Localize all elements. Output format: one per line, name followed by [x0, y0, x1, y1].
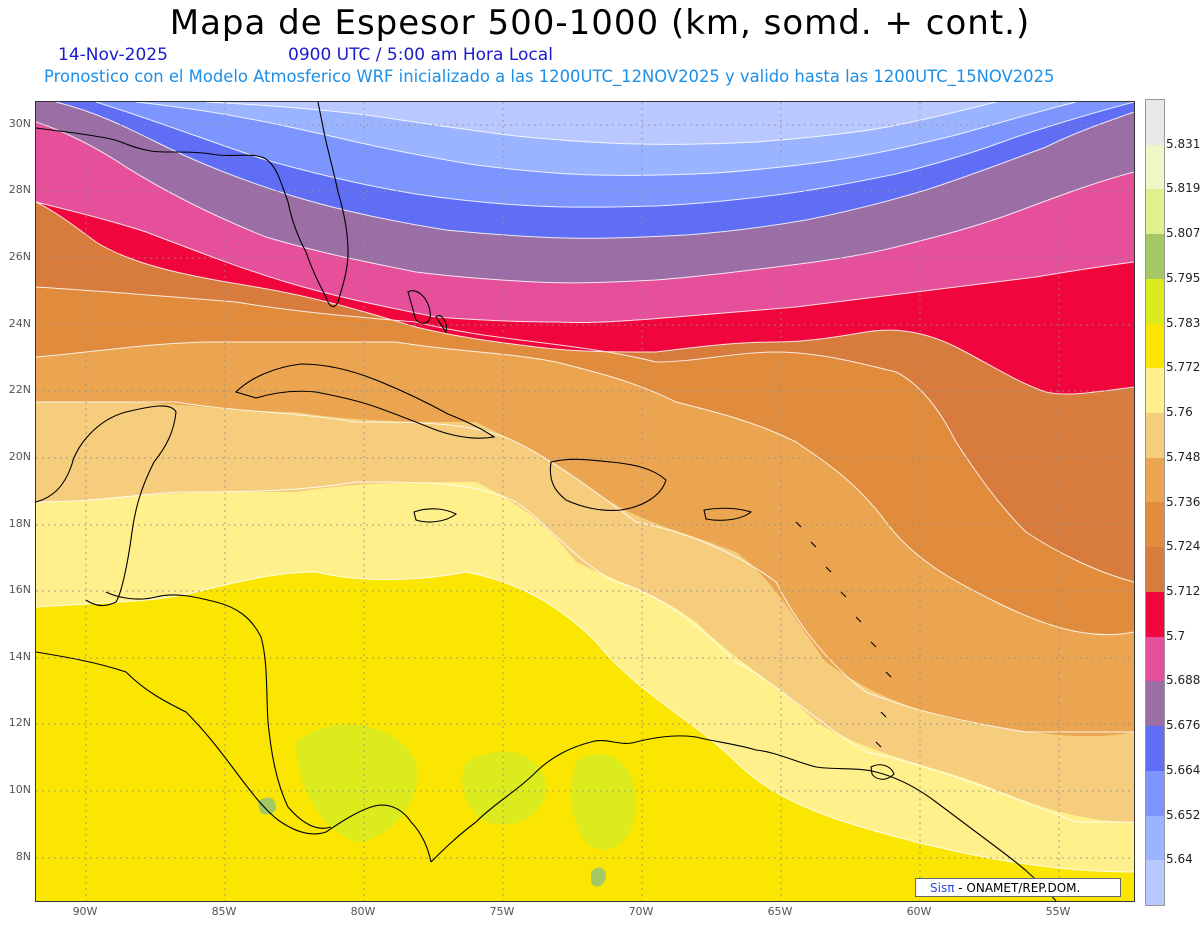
color-scale-label: 5.772 — [1166, 360, 1200, 375]
lat-label: 14N — [8, 650, 31, 663]
color-scale-label: 5.688 — [1166, 673, 1200, 688]
forecast-date: 14-Nov-2025 — [58, 45, 168, 65]
color-scale-segment — [1146, 860, 1164, 905]
coast-caribbean-cam — [105, 591, 332, 829]
coast-bahamas-2 — [435, 315, 447, 334]
lon-label: 70W — [628, 905, 654, 918]
color-scale-segment — [1146, 815, 1164, 861]
lon-label: 65W — [767, 905, 793, 918]
coast-central-america — [36, 651, 432, 863]
lon-label: 55W — [1045, 905, 1071, 918]
lon-label: 90W — [72, 905, 98, 918]
coast-jamaica — [413, 508, 458, 523]
contour-lines — [36, 102, 1134, 873]
color-scale-label: 5.736 — [1166, 494, 1200, 509]
coast-lesser-antilles — [795, 521, 892, 748]
color-scale-label: 5.783 — [1166, 315, 1200, 330]
color-scale-label: 5.676 — [1166, 718, 1200, 733]
color-scale-segment — [1146, 681, 1164, 727]
color-scale-segment — [1146, 234, 1164, 279]
lat-label: 10N — [8, 783, 31, 796]
coast-puerto-rico — [703, 507, 753, 521]
color-scale-segment — [1146, 413, 1164, 458]
color-scale-label: 5.664 — [1166, 762, 1200, 777]
lon-label: 75W — [489, 905, 515, 918]
lat-label: 30N — [8, 117, 31, 130]
coast-hispaniola — [549, 458, 667, 511]
coast-florida — [36, 102, 349, 308]
band-5783-patch — [570, 754, 636, 850]
color-scale-label: 5.819 — [1166, 181, 1200, 196]
thickness-map — [35, 101, 1135, 902]
band-5783-patch — [296, 724, 418, 842]
band-5795-patch — [258, 797, 276, 815]
band-lowest — [206, 102, 996, 145]
forecast-time: 0900 UTC / 5:00 am Hora Local — [288, 45, 553, 65]
color-scale-label: 5.724 — [1166, 539, 1200, 554]
color-scale-label: 5.795 — [1166, 270, 1200, 285]
coast-south-america — [430, 735, 1057, 901]
credit-text: - ONAMET/REP.DOM. — [958, 881, 1081, 895]
color-scale-label: 5.748 — [1166, 449, 1200, 464]
lat-label: 22N — [8, 383, 31, 396]
color-scale-segment — [1146, 591, 1164, 637]
credit-brand: Sisπ — [930, 881, 955, 895]
lat-label: 20N — [8, 450, 31, 463]
color-scale-label: 5.652 — [1166, 807, 1200, 822]
color-scale-segment — [1146, 547, 1164, 592]
color-scale-segment — [1146, 368, 1164, 414]
lat-label: 12N — [8, 716, 31, 729]
color-scale-label: 5.7 — [1166, 628, 1186, 643]
color-scale-segment — [1146, 636, 1164, 682]
color-scale-segment — [1146, 278, 1164, 324]
lat-label: 8N — [15, 850, 31, 863]
color-scale-segment — [1146, 502, 1164, 548]
color-scale-segment — [1146, 189, 1164, 235]
coast-trinidad — [870, 764, 895, 780]
map-title: Mapa de Espesor 500-1000 (km, somd. + co… — [169, 3, 1031, 43]
color-scale-label: 5.712 — [1166, 583, 1200, 598]
band-5795-patch — [591, 867, 606, 887]
lon-label: 60W — [906, 905, 932, 918]
lat-label: 28N — [8, 183, 31, 196]
model-description: Pronostico con el Modelo Atmosferico WRF… — [44, 67, 1055, 86]
credit-box: Sisπ - ONAMET/REP.DOM. — [915, 878, 1121, 897]
band-5783-patch — [462, 751, 547, 825]
color-scale-label: 5.64 — [1166, 852, 1193, 867]
map-canvas — [36, 102, 1134, 901]
color-scale-segment — [1146, 726, 1164, 771]
coast-cuba — [234, 363, 496, 439]
lon-label: 85W — [211, 905, 237, 918]
color-scale-segment — [1146, 323, 1164, 369]
coast-bahamas — [407, 290, 431, 324]
lat-label: 16N — [8, 583, 31, 596]
lat-label: 18N — [8, 517, 31, 530]
color-scale-segment — [1146, 457, 1164, 503]
color-scale-segment — [1146, 100, 1164, 145]
color-scale-segment — [1146, 770, 1164, 816]
coastlines — [36, 102, 1057, 901]
lat-label: 24N — [8, 317, 31, 330]
color-scale — [1145, 99, 1165, 906]
color-scale-label: 5.831 — [1166, 136, 1200, 151]
graticule — [36, 102, 1134, 901]
lon-label: 80W — [350, 905, 376, 918]
lat-label: 26N — [8, 250, 31, 263]
color-scale-label: 5.76 — [1166, 405, 1193, 420]
color-scale-label: 5.807 — [1166, 226, 1200, 241]
color-scale-segment — [1146, 144, 1164, 190]
